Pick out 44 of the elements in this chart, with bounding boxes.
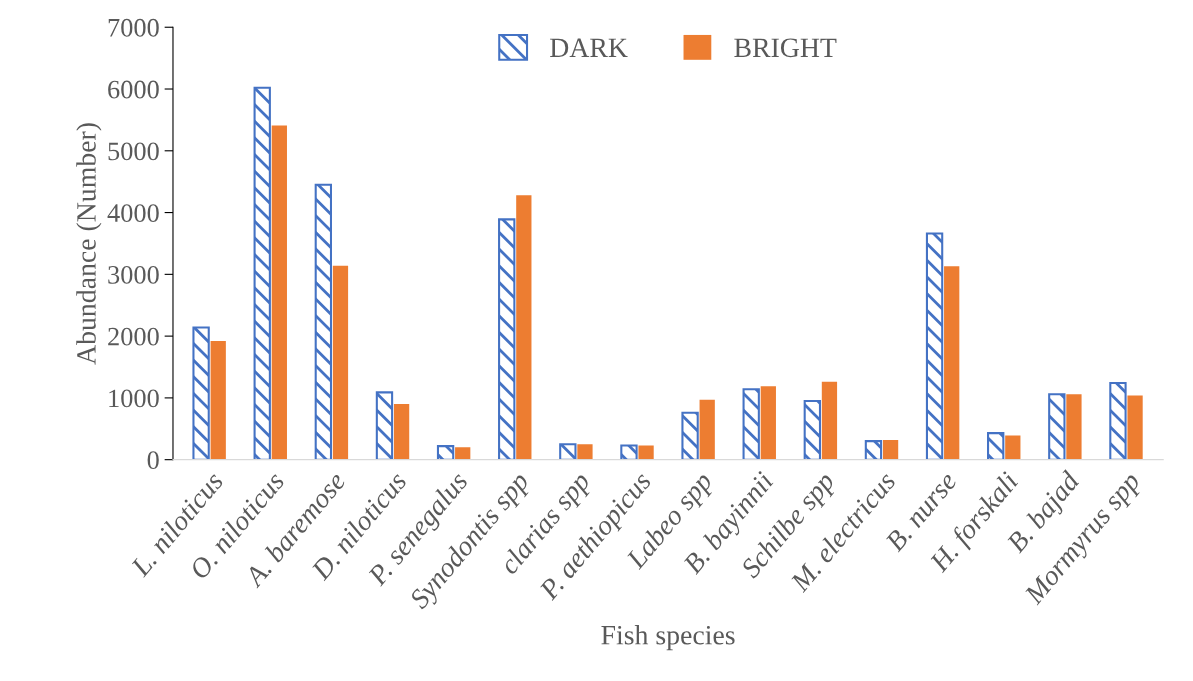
bar xyxy=(436,445,455,460)
y-tick-label: 3000 xyxy=(108,265,159,284)
bar xyxy=(620,444,638,460)
y-tick-label: 5000 xyxy=(108,142,159,161)
bar xyxy=(681,411,699,460)
bar xyxy=(314,183,333,460)
y-tick-label: 4000 xyxy=(107,204,159,222)
bar xyxy=(1066,394,1082,460)
bar xyxy=(1127,395,1143,460)
y-tick-label: 2000 xyxy=(108,327,159,346)
bar xyxy=(516,195,532,460)
bar xyxy=(944,266,960,460)
bar xyxy=(1048,393,1066,460)
bar xyxy=(559,443,577,460)
bar xyxy=(742,388,760,460)
bar xyxy=(925,232,944,460)
y-axis-title: Abundance (Number) xyxy=(76,123,102,365)
y-tick-label: 1000 xyxy=(109,389,159,408)
bar xyxy=(393,404,410,460)
bar xyxy=(253,86,271,460)
legend-label: DARK xyxy=(550,38,628,57)
bar xyxy=(864,440,883,460)
bar xyxy=(821,381,838,460)
bar xyxy=(987,432,1005,460)
bar xyxy=(271,125,287,460)
bar xyxy=(375,391,394,460)
bar xyxy=(498,218,516,460)
y-tick-label: 7000 xyxy=(108,18,159,37)
bar xyxy=(1109,382,1127,460)
bar xyxy=(332,265,349,460)
bar xyxy=(638,445,654,460)
bar xyxy=(699,399,715,460)
bar xyxy=(192,326,210,460)
y-tick-label: 0 xyxy=(147,451,159,470)
bar xyxy=(577,444,593,460)
x-axis-title: Fish species xyxy=(601,625,735,651)
bar xyxy=(803,399,822,460)
legend-label: BRIGHT xyxy=(734,38,837,58)
y-tick-label: 6000 xyxy=(108,80,159,99)
bar xyxy=(1005,435,1021,460)
bar xyxy=(210,341,226,460)
bar xyxy=(455,447,471,460)
bar xyxy=(882,439,899,460)
bar xyxy=(760,386,776,460)
